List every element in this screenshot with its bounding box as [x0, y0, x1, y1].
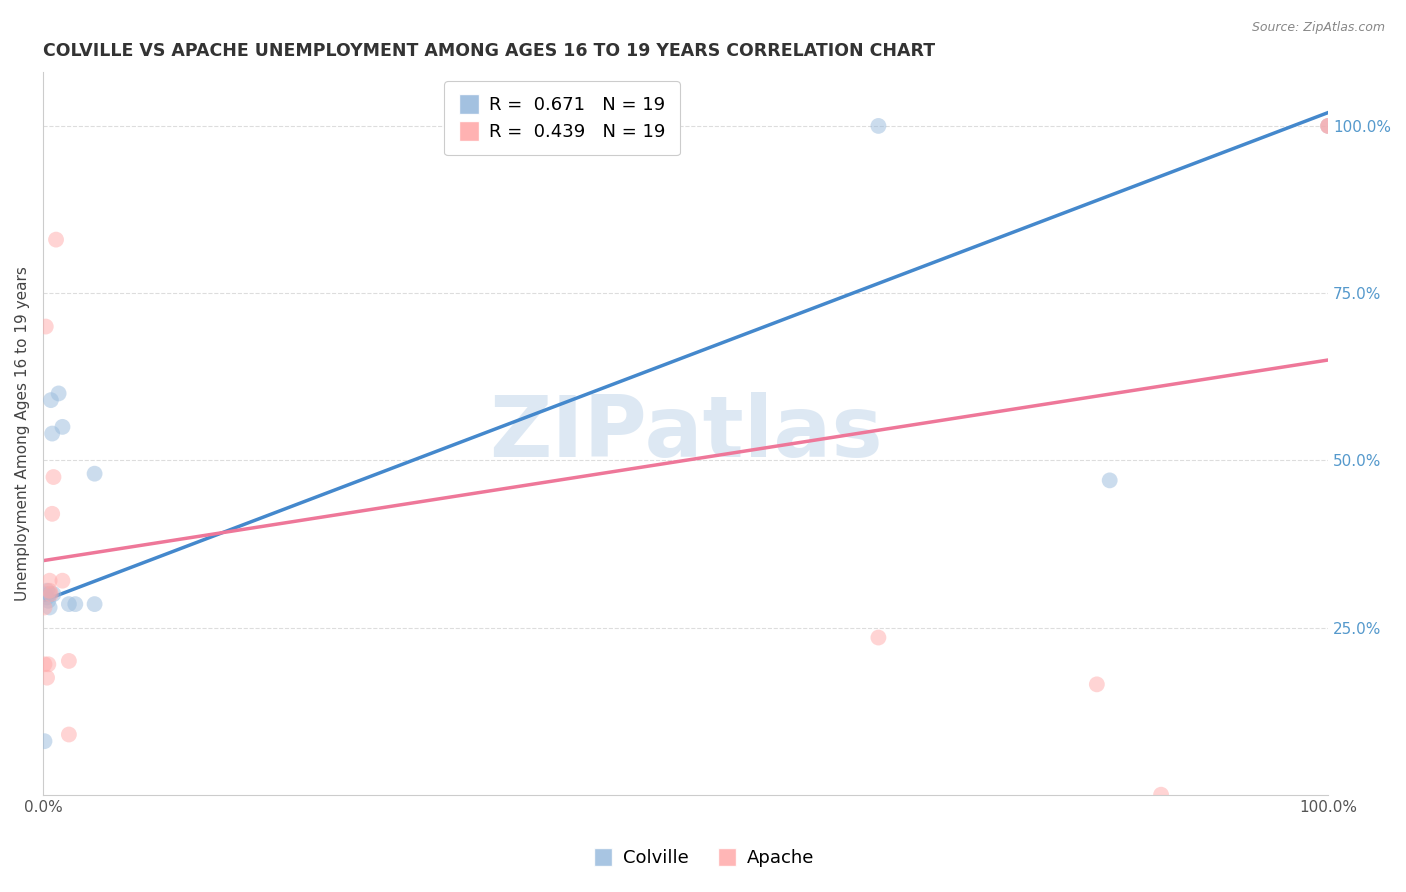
Point: [1098, 474, 1121, 488]
Point: [1317, 119, 1340, 133]
Point: [51, 420, 73, 434]
Point: [868, 119, 890, 133]
Point: [35, 583, 58, 598]
Point: [58, 654, 80, 668]
Point: [51, 574, 73, 588]
Point: [58, 727, 80, 741]
Point: [41, 426, 63, 441]
Legend: R =  0.671   N = 19, R =  0.439   N = 19: R = 0.671 N = 19, R = 0.439 N = 19: [444, 81, 681, 155]
Point: [41, 507, 63, 521]
Point: [48, 386, 70, 401]
Point: [35, 587, 58, 601]
Text: ZIPatlas: ZIPatlas: [489, 392, 883, 475]
Point: [1085, 677, 1108, 691]
Point: [83, 597, 105, 611]
Point: [1317, 119, 1340, 133]
Point: [868, 631, 890, 645]
Point: [83, 467, 105, 481]
Point: [34, 734, 56, 748]
Point: [39, 393, 62, 408]
Legend: Colville, Apache: Colville, Apache: [585, 842, 821, 874]
Point: [39, 587, 62, 601]
Point: [37, 593, 59, 607]
Point: [38, 600, 60, 615]
Y-axis label: Unemployment Among Ages 16 to 19 years: Unemployment Among Ages 16 to 19 years: [15, 266, 30, 601]
Text: COLVILLE VS APACHE UNEMPLOYMENT AMONG AGES 16 TO 19 YEARS CORRELATION CHART: COLVILLE VS APACHE UNEMPLOYMENT AMONG AG…: [44, 42, 935, 60]
Point: [45, 233, 67, 247]
Point: [34, 657, 56, 672]
Point: [34, 600, 56, 615]
Point: [35, 319, 58, 334]
Point: [35, 671, 58, 685]
Point: [1150, 788, 1173, 802]
Point: [38, 583, 60, 598]
Point: [37, 657, 59, 672]
Text: Source: ZipAtlas.com: Source: ZipAtlas.com: [1251, 21, 1385, 35]
Point: [35, 591, 58, 605]
Point: [58, 597, 80, 611]
Point: [42, 470, 65, 484]
Point: [42, 587, 65, 601]
Point: [38, 587, 60, 601]
Point: [1317, 119, 1340, 133]
Point: [38, 574, 60, 588]
Point: [65, 597, 87, 611]
